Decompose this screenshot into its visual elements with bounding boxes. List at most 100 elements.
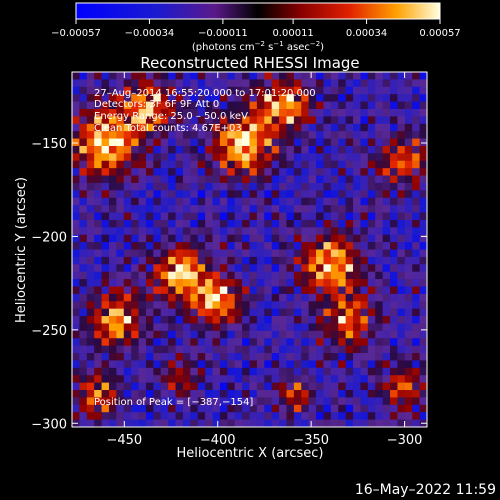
heatmap-cell — [131, 242, 140, 251]
heatmap-cell — [197, 271, 206, 280]
heatmap-cell — [293, 330, 302, 339]
heatmap-cell — [353, 264, 362, 273]
heatmap-cell — [197, 256, 206, 265]
heatmap-cell — [360, 264, 369, 273]
heatmap-cell — [249, 79, 258, 88]
heatmap-cell — [153, 168, 162, 177]
heatmap-cell — [404, 227, 413, 236]
heatmap-cell — [212, 390, 221, 399]
heatmap-cell — [330, 79, 339, 88]
heatmap-cell — [153, 116, 162, 125]
heatmap-cell — [353, 108, 362, 117]
heatmap-cell — [94, 160, 103, 169]
heatmap-cell — [131, 79, 140, 88]
heatmap-cell — [190, 79, 199, 88]
heatmap-cell — [264, 79, 273, 88]
heatmap-cell — [94, 286, 103, 295]
heatmap-cell — [382, 345, 391, 354]
heatmap-cell — [353, 101, 362, 110]
heatmap-cell — [256, 286, 265, 295]
heatmap-cell — [412, 175, 421, 184]
heatmap-cell — [168, 72, 177, 80]
heatmap-cell — [138, 219, 147, 228]
heatmap-cell — [301, 264, 310, 273]
heatmap-cell — [86, 86, 95, 95]
heatmap-cell — [190, 160, 199, 169]
heatmap-cell — [264, 72, 273, 80]
heatmap-cell — [301, 419, 310, 427]
heatmap-cell — [390, 153, 399, 162]
heatmap-cell — [293, 190, 302, 199]
heatmap-cell — [101, 375, 110, 384]
heatmap-cell — [190, 249, 199, 258]
heatmap-cell — [160, 123, 169, 132]
heatmap-cell — [286, 182, 295, 191]
heatmap-cell — [168, 234, 177, 243]
heatmap-cell — [308, 271, 317, 280]
heatmap-cell — [86, 131, 95, 140]
heatmap-cell — [338, 256, 347, 265]
heatmap-cell — [390, 367, 399, 376]
heatmap-cell — [382, 79, 391, 88]
heatmap-cell — [108, 360, 117, 369]
heatmap-cell — [404, 190, 413, 199]
heatmap-cell — [168, 367, 177, 376]
heatmap-cell — [249, 234, 258, 243]
heatmap-cell — [279, 168, 288, 177]
heatmap-cell — [338, 375, 347, 384]
heatmap-cell — [419, 279, 427, 288]
heatmap-cell — [197, 353, 206, 362]
heatmap-cell — [345, 242, 354, 251]
heatmap-cell — [205, 212, 214, 221]
heatmap-cell — [197, 316, 206, 325]
heatmap-cell — [131, 190, 140, 199]
heatmap-cell — [175, 153, 184, 162]
heatmap-cell — [190, 308, 199, 317]
heatmap-cell — [116, 219, 125, 228]
heatmap-cell — [375, 175, 384, 184]
heatmap-cell — [79, 390, 88, 399]
heatmap-cell — [397, 153, 406, 162]
heatmap-cell — [108, 123, 117, 132]
heatmap-cell — [375, 338, 384, 347]
heatmap-cell — [367, 145, 376, 154]
heatmap-cell — [72, 197, 80, 206]
heatmap-cell — [360, 153, 369, 162]
heatmap-cell — [404, 212, 413, 221]
heatmap-cell — [264, 145, 273, 154]
heatmap-cell — [338, 397, 347, 406]
heatmap-cell — [72, 323, 80, 332]
heatmap-cell — [382, 101, 391, 110]
heatmap-cell — [308, 227, 317, 236]
heatmap-cell — [338, 293, 347, 302]
heatmap-cell — [264, 205, 273, 214]
heatmap-cell — [86, 190, 95, 199]
heatmap-cell — [316, 338, 325, 347]
heatmap-cell — [138, 205, 147, 214]
heatmap-cell — [308, 168, 317, 177]
heatmap-cell — [271, 182, 280, 191]
heatmap-cell — [227, 227, 236, 236]
heatmap-cell — [271, 271, 280, 280]
heatmap-cell — [219, 397, 228, 406]
heatmap-cell — [256, 323, 265, 332]
heatmap-cell — [360, 197, 369, 206]
heatmap-cell — [86, 72, 95, 80]
heatmap-cell — [153, 205, 162, 214]
heatmap-cell — [375, 323, 384, 332]
heatmap-cell — [116, 390, 125, 399]
heatmap-cell — [390, 205, 399, 214]
heatmap-cell — [249, 205, 258, 214]
heatmap-cell — [286, 404, 295, 413]
heatmap-cell — [160, 293, 169, 302]
heatmap-cell — [367, 116, 376, 125]
heatmap-cell — [153, 131, 162, 140]
heatmap-cell — [308, 242, 317, 251]
heatmap-cell — [79, 412, 88, 421]
heatmap-cell — [108, 205, 117, 214]
heatmap-cell — [131, 153, 140, 162]
heatmap-cell — [86, 360, 95, 369]
heatmap-cell — [323, 242, 332, 251]
heatmap-cell — [116, 345, 125, 354]
heatmap-cell — [256, 242, 265, 251]
